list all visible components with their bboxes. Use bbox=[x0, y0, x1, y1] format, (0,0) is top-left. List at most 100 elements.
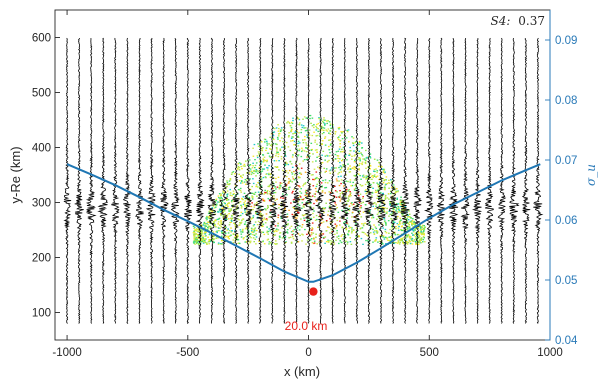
y2-tick-label: 0.04 bbox=[555, 335, 578, 347]
scatter-point bbox=[313, 131, 315, 133]
scatter-point bbox=[217, 223, 219, 225]
scatter-point bbox=[268, 185, 271, 188]
scatter-point bbox=[258, 240, 260, 242]
scatter-point bbox=[291, 122, 294, 125]
scatter-point bbox=[369, 232, 372, 234]
scatter-point bbox=[323, 117, 325, 119]
scatter-point bbox=[398, 239, 401, 241]
scatter-point bbox=[337, 127, 340, 129]
scatter-point bbox=[422, 241, 424, 243]
scatter-point bbox=[206, 243, 208, 245]
scatter-point bbox=[281, 237, 284, 239]
scatter-point bbox=[240, 211, 243, 213]
scatter-point bbox=[388, 198, 390, 200]
scatter-point bbox=[216, 230, 218, 232]
scatter-point bbox=[215, 237, 218, 239]
scatter-point bbox=[277, 153, 280, 155]
scatter-point bbox=[230, 221, 232, 223]
scatter-point bbox=[359, 213, 361, 215]
scatter-point bbox=[253, 228, 256, 230]
scatter-point bbox=[331, 231, 334, 233]
scatter-point bbox=[210, 240, 212, 242]
scatter-point bbox=[219, 198, 222, 200]
scatter-point bbox=[393, 186, 396, 188]
scatter-point bbox=[321, 143, 323, 145]
scatter-point bbox=[204, 225, 206, 227]
scatter-point bbox=[222, 190, 224, 192]
scatter-point bbox=[292, 238, 295, 240]
scatter-point bbox=[347, 129, 350, 131]
scatter-point bbox=[305, 193, 308, 195]
scatter-point bbox=[321, 154, 323, 156]
scatter-point bbox=[201, 239, 203, 241]
scatter-point bbox=[231, 217, 233, 219]
scatter-point bbox=[360, 178, 362, 180]
scatter-point bbox=[241, 176, 243, 179]
scatter-point bbox=[358, 141, 361, 143]
y-tick-label: 100 bbox=[32, 308, 51, 320]
scatter-point bbox=[357, 195, 360, 197]
scatter-point bbox=[256, 201, 258, 204]
scatter-point bbox=[388, 215, 390, 217]
scatter-point bbox=[291, 128, 293, 131]
scatter-point bbox=[278, 187, 281, 189]
scatter-point bbox=[253, 206, 256, 208]
scatter-point bbox=[372, 205, 374, 207]
scatter-point bbox=[348, 227, 351, 229]
scatter-point bbox=[215, 204, 218, 207]
scatter-point bbox=[250, 173, 253, 176]
scatter-point bbox=[217, 195, 220, 197]
scatter-point bbox=[374, 170, 376, 173]
scatter-point bbox=[193, 230, 196, 232]
scatter-point bbox=[334, 209, 337, 211]
scatter-point bbox=[306, 221, 308, 223]
waveform-trace bbox=[352, 37, 362, 324]
scatter-point bbox=[230, 173, 233, 175]
scatter-point bbox=[390, 197, 393, 199]
scatter-point bbox=[202, 224, 204, 226]
scatter-point bbox=[399, 199, 402, 201]
scatter-point bbox=[202, 241, 205, 243]
scatter-point bbox=[316, 176, 318, 179]
scatter-point bbox=[312, 185, 315, 187]
scatter-point bbox=[397, 224, 400, 226]
scatter-point bbox=[371, 192, 374, 194]
scatter-point bbox=[384, 198, 387, 200]
scatter-point bbox=[193, 242, 195, 244]
scatter-point bbox=[346, 241, 349, 243]
scatter-point bbox=[419, 238, 422, 240]
scatter-point bbox=[255, 169, 258, 171]
scatter-point bbox=[223, 191, 225, 193]
scatter-point bbox=[223, 218, 226, 220]
scatter-point bbox=[304, 139, 306, 141]
scatter-point bbox=[341, 132, 343, 134]
scatter-point bbox=[364, 162, 367, 164]
scatter-point bbox=[242, 174, 244, 176]
scatter-point bbox=[285, 188, 288, 190]
scatter-point bbox=[401, 208, 404, 211]
scatter-point bbox=[319, 214, 321, 216]
scatter-point bbox=[395, 209, 397, 211]
scatter-point bbox=[339, 146, 341, 148]
scatter-point bbox=[298, 142, 301, 144]
scatter-point bbox=[406, 217, 408, 220]
scatter-point bbox=[330, 143, 332, 145]
scatter-point bbox=[376, 232, 378, 234]
scatter-point bbox=[411, 240, 414, 242]
scatter-point bbox=[219, 211, 221, 213]
scatter-point bbox=[324, 136, 327, 138]
scatter-point bbox=[340, 171, 343, 173]
scatter-point bbox=[255, 185, 257, 188]
scatter-point bbox=[264, 141, 266, 143]
scatter-point bbox=[239, 187, 242, 190]
scatter-point bbox=[255, 243, 257, 245]
scatter-point bbox=[234, 173, 236, 175]
scatter-point bbox=[415, 242, 417, 244]
scatter-point bbox=[267, 230, 270, 233]
scatter-point bbox=[290, 202, 292, 204]
scatter-point bbox=[272, 174, 274, 176]
scatter-point bbox=[330, 242, 333, 244]
scatter-point bbox=[238, 215, 240, 217]
scatter-point bbox=[306, 239, 309, 241]
scatter-point bbox=[313, 124, 315, 126]
